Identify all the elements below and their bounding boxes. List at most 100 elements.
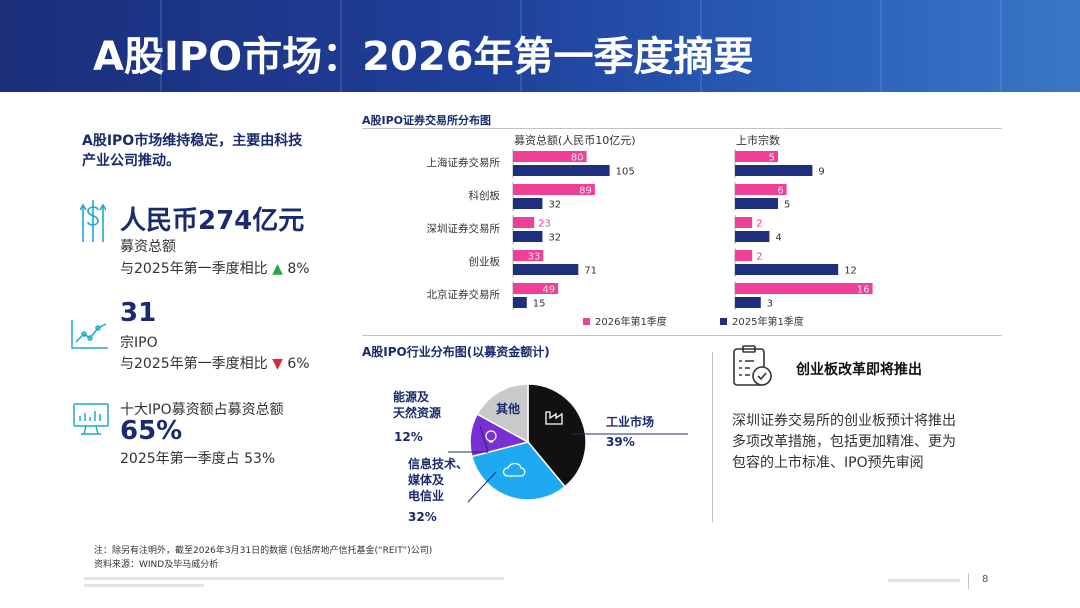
legend-2026-label: 2026年第1季度 (595, 317, 667, 328)
pie-label-other: 其他 (496, 402, 521, 416)
count-value-label: 5 (784, 200, 790, 211)
footer-divider (968, 573, 969, 589)
count-bar-2026 (735, 151, 778, 162)
industry-pie-chart (448, 383, 688, 503)
page-title: A股IPO市场：2026年第一季度摘要 (93, 34, 754, 80)
footer-tag (888, 579, 960, 582)
pie-pct-industrial: 39% (606, 435, 635, 449)
count-bar-2026 (735, 283, 873, 294)
industry-chart-title: A股IPO行业分布图(以募资金额计) (362, 345, 550, 359)
section-divider-2 (362, 335, 1002, 336)
factory-icon (545, 411, 563, 425)
raised-value-label: 80 (571, 153, 584, 164)
raised-bar-2026 (513, 250, 544, 261)
raised-chart-subtitle: 募资总额(人民币10亿元) (514, 134, 636, 147)
stat-raised-value: 人民币274亿元 (120, 206, 305, 236)
count-value-label: 6 (777, 186, 783, 197)
reform-line-1: 深圳证券交易所的创业板预计将推出 (732, 413, 956, 429)
column-divider (712, 352, 713, 522)
category-label: 科创板 (469, 189, 501, 202)
raised-value-label: 15 (533, 299, 546, 310)
count-bar-2025 (735, 198, 778, 209)
category-label: 上海证券交易所 (427, 156, 501, 169)
raised-bar-2025 (513, 165, 610, 176)
raised-value-label: 49 (542, 285, 555, 296)
pie-label-tmt-3: 电信业 (408, 489, 445, 503)
stat-raised-compare: 与2025年第一季度相比 ▲ 8% (120, 261, 310, 277)
intro-line-2: 产业公司推动。 (82, 153, 180, 169)
section-divider (362, 128, 1002, 129)
category-label: 创业板 (469, 255, 501, 268)
footnote-source: 资料来源：WIND及毕马威分析 (94, 560, 219, 570)
title-banner: A股IPO市场：2026年第一季度摘要 (0, 0, 1080, 92)
pie-slice (527, 383, 587, 488)
pie-label-energy-2: 天然资源 (393, 406, 442, 420)
checklist-icon (733, 345, 772, 386)
count-value-label: 2 (756, 252, 762, 263)
count-chart-subtitle: 上市宗数 (736, 134, 780, 147)
count-bar-2026 (735, 184, 787, 195)
pie-pct-tmt: 32% (408, 510, 437, 524)
raised-value-label: 71 (584, 266, 597, 277)
count-value-label: 4 (775, 233, 781, 244)
reform-line-3: 包容的上市标准、IPO预先审阅 (732, 455, 924, 471)
intro-line-1: A股IPO市场维持稳定，主要由科技 (82, 133, 303, 149)
pie-pct-energy: 12% (394, 430, 423, 444)
stat-ipo-count: 31 (120, 298, 157, 328)
reform-title: 创业板改革即将推出 (796, 362, 922, 378)
page-number: 8 (982, 574, 989, 585)
footnote-note: 注：除另有注明外，截至2026年3月31日的数据 (包括房地产信托基金(“REI… (94, 546, 433, 556)
category-label: 深圳证券交易所 (427, 222, 501, 235)
raised-value-label: 33 (528, 252, 541, 263)
up-arrow-icon: ▲ (272, 261, 283, 277)
monitor-chart-icon (73, 403, 109, 435)
down-arrow-icon: ▼ (272, 356, 283, 372)
count-bar-2026 (735, 217, 753, 228)
pie-label-tmt-2: 媒体及 (408, 473, 445, 487)
stat-raised-label: 募资总额 (120, 239, 176, 255)
legend-2025-swatch (720, 318, 727, 325)
leader-line-tmt (467, 471, 497, 503)
pie-label-industrial: 工业市场 (606, 415, 655, 429)
raised-bar-2026 (513, 151, 587, 162)
raised-value-label: 32 (548, 200, 561, 211)
legend-2026-swatch (583, 318, 590, 325)
pie-slice (470, 441, 567, 501)
legal-text-line-1 (84, 577, 504, 580)
count-value-label: 2 (756, 219, 762, 230)
raised-bar-2026 (513, 283, 559, 294)
cloud-network-icon (502, 462, 526, 477)
raised-bar-2026 (513, 184, 595, 195)
reform-line-2: 多项改革措施，包括更加精准、更为 (732, 434, 956, 450)
count-value-label: 5 (769, 153, 775, 164)
count-value-label: 9 (818, 167, 824, 178)
money-growth-icon (80, 200, 106, 242)
stat-top10-value: 65% (120, 416, 183, 446)
stat-ipo-label: 宗IPO (120, 335, 158, 351)
legend-2025-label: 2025年第1季度 (732, 317, 804, 328)
stat-top10-label: 十大IPO募资额占募资总额 (120, 402, 284, 418)
leader-line-energy-2 (479, 425, 489, 453)
raised-bar-2025 (513, 231, 543, 242)
raised-value-label: 32 (548, 233, 561, 244)
legal-text-line-2 (84, 584, 204, 587)
raised-bar-2025 (513, 198, 543, 209)
raised-bar-2026 (513, 217, 535, 228)
line-chart-icon (71, 320, 108, 349)
raised-bar-2025 (513, 297, 527, 308)
pie-label-tmt-1: 信息技术、 (408, 457, 469, 471)
exchange-chart-title: A股IPO证券交易所分布图 (362, 114, 492, 127)
raised-bar-2025 (513, 264, 579, 275)
stat-top10-compare: 2025年第一季度占 53% (120, 451, 276, 467)
stat-ipo-compare: 与2025年第一季度相比 ▼ 6% (120, 356, 310, 372)
pie-label-energy-1: 能源及 (393, 390, 430, 404)
raised-value-label: 89 (579, 186, 592, 197)
count-bar-2026 (735, 250, 753, 261)
count-value-label: 3 (767, 299, 773, 310)
pie-slice (476, 383, 529, 444)
count-bar-2025 (735, 165, 813, 176)
count-bar-2025 (735, 297, 761, 308)
count-bar-2025 (735, 264, 839, 275)
count-value-label: 16 (857, 285, 870, 296)
